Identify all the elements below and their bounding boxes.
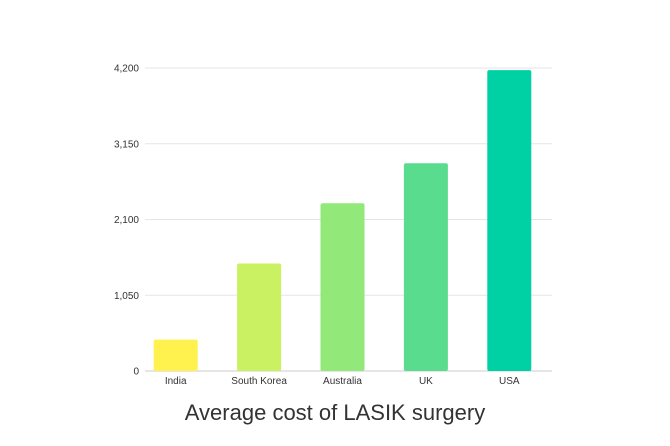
x-tick-label: UK: [419, 376, 433, 387]
y-tick-label: 2,100: [114, 215, 139, 226]
chart-title: Average cost of LASIK surgery: [184, 400, 486, 425]
y-tick-label: 3,150: [114, 139, 139, 150]
x-tick-label: USA: [499, 376, 520, 387]
y-axis-ticks: 0 1,050 2,100 3,150 4,200: [114, 64, 139, 378]
bar-usa: [487, 70, 532, 372]
bar-south-korea: [237, 263, 282, 371]
y-tick-label: 4,200: [114, 64, 139, 75]
bar-australia: [320, 203, 365, 371]
bar-uk: [403, 163, 448, 371]
bars: [153, 70, 532, 372]
y-tick-label: 0: [133, 367, 139, 378]
x-tick-label: Australia: [323, 376, 362, 387]
bar-india: [153, 339, 198, 371]
x-axis-labels: India South Korea Australia UK USA: [165, 376, 520, 387]
x-tick-label: India: [165, 376, 187, 387]
x-tick-label: South Korea: [231, 376, 287, 387]
y-tick-label: 1,050: [114, 291, 139, 302]
